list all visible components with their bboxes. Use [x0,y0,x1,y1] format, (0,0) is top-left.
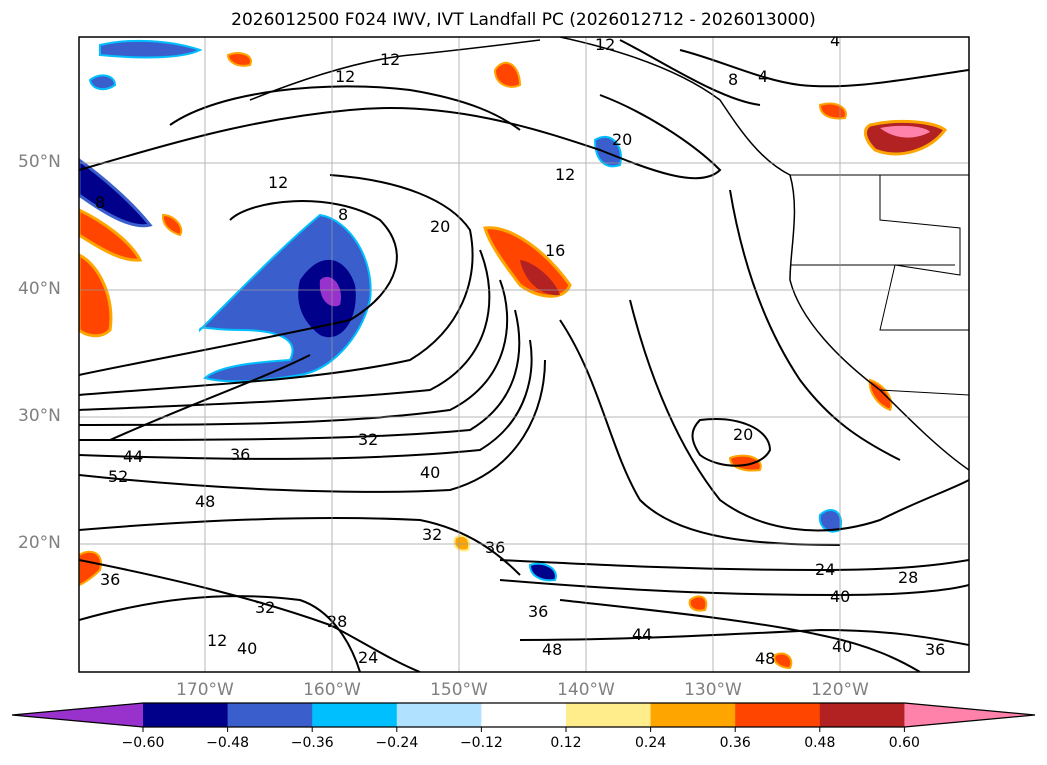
contour-label: 36 [485,538,505,557]
contour-label: 28 [898,568,918,587]
colorbar-cell [566,703,652,727]
colorbar-tick-label: 0.36 [719,735,751,751]
contour-labels: 12 8 20 12 20 16 8 4 4 12 12 8 32 36 44 … [95,31,945,668]
colorbar [11,702,1036,732]
colorbar-tick-label: 0.60 [888,735,920,751]
coastline [249,37,969,471]
contour-label: 40 [237,639,257,658]
contour-label: 48 [542,640,562,659]
lon-label: 160°W [303,680,361,700]
colorbar-cell [227,703,313,727]
contour-label: 52 [108,467,128,486]
contour-label: 8 [728,70,738,89]
contour-label: 44 [632,625,652,644]
lat-label: 30°N [18,406,61,426]
contour-label: 8 [95,193,105,212]
contour-label: 24 [358,648,378,667]
ivw-contours [79,39,969,672]
colorbar-cell [312,703,398,727]
contour-label: 44 [123,447,143,466]
lat-label: 20°N [18,533,61,553]
contour-label: 28 [327,612,347,631]
contour-label: 32 [358,430,378,449]
colorbar-tick-label: −0.36 [290,735,334,751]
colorbar-tick-label: −0.60 [121,735,165,751]
contour-label: 40 [420,463,440,482]
contour-label: 12 [595,35,615,54]
contour-label: 4 [758,67,768,86]
negative-anomaly-shading [79,39,842,582]
colorbar-tick-label: −0.24 [375,735,419,751]
colorbar-cell [735,703,821,727]
colorbar-extend-max [904,703,1035,727]
graticule [79,37,969,672]
contour-label: 40 [832,637,852,656]
lon-label: 130°W [684,680,742,700]
contour-label: 20 [733,425,753,444]
lon-label: 150°W [430,680,488,700]
contour-label: 32 [422,525,442,544]
contour-label: 12 [335,67,355,86]
contour-label: 12 [380,50,400,69]
lon-label: 140°W [557,680,615,700]
contour-label: 12 [268,173,288,192]
contour-label: 20 [612,130,632,149]
contour-label: 20 [430,217,450,236]
lon-label: 170°W [176,680,234,700]
colorbar-tick-label: 0.12 [550,735,582,751]
positive-anomaly-shading [79,52,948,670]
colorbar-tick-label: 0.48 [804,735,836,751]
contour-label: 24 [815,560,835,579]
lat-label: 40°N [18,279,61,299]
contour-label: 36 [925,640,945,659]
contour-label: 12 [207,631,227,650]
contour-label: 36 [230,445,250,464]
colorbar-cell [481,703,567,727]
colorbar-tick-label: 0.24 [635,735,667,751]
colorbar-tick-label: −0.48 [206,735,250,751]
colorbar-cell [650,703,736,727]
colorbar-cell [819,703,905,727]
contour-label: 16 [545,241,565,260]
contour-label: 36 [528,602,548,621]
map-frame [78,36,970,673]
contour-label: 4 [830,31,840,50]
contour-label: 12 [555,165,575,184]
contour-label: 32 [255,598,275,617]
contour-label: 36 [100,570,120,589]
map-title: 2026012500 F024 IWV, IVT Landfall PC (20… [231,10,816,30]
borders [790,174,969,396]
colorbar-cell [396,703,482,727]
contour-label: 48 [755,649,775,668]
colorbar-tick-label: −0.12 [459,735,503,751]
colorbar-cell [143,703,229,727]
lat-label: 50°N [18,152,61,172]
contour-label: 8 [338,205,348,224]
lon-label: 120°W [811,680,869,700]
colorbar-extend-min [12,703,143,727]
